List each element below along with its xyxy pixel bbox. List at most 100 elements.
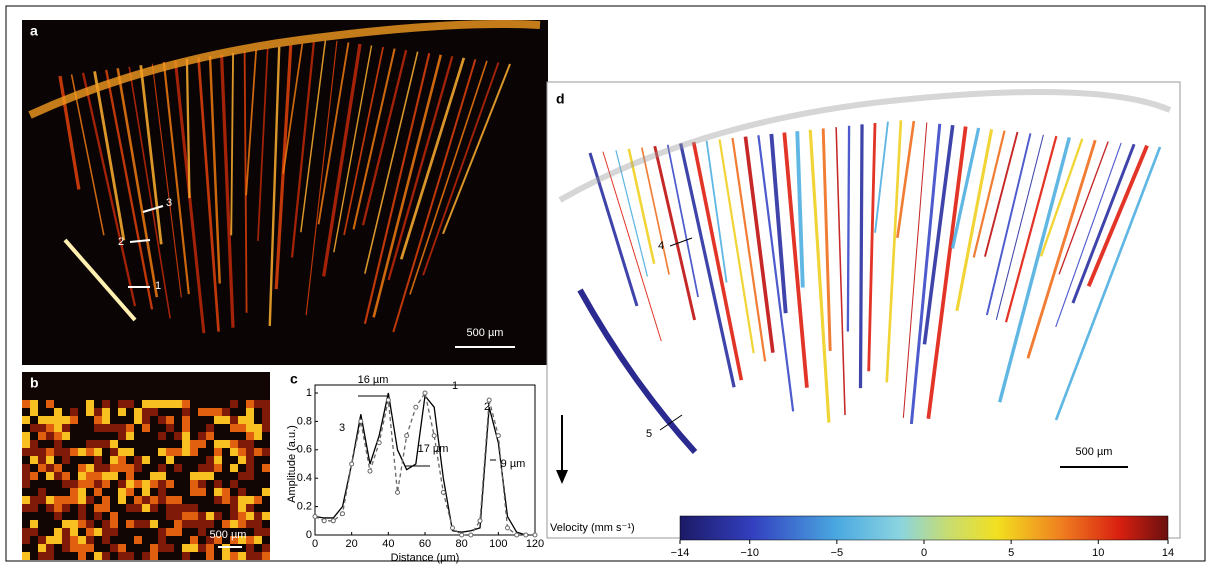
pixel <box>238 536 246 544</box>
scale-bar-label: 500 µm <box>467 327 504 339</box>
pixel <box>118 464 126 472</box>
point <box>321 518 327 524</box>
pixel <box>78 480 86 488</box>
pixel <box>94 440 102 448</box>
vessel <box>666 144 699 298</box>
pixel <box>254 512 262 520</box>
point <box>505 525 510 531</box>
pixel <box>230 440 238 448</box>
pixel <box>166 528 174 536</box>
pixel <box>126 480 134 488</box>
pixel <box>222 496 230 504</box>
pixel <box>110 440 118 448</box>
pixel <box>118 456 126 464</box>
vessel <box>602 151 662 342</box>
pixel <box>118 424 126 432</box>
pixel <box>190 536 198 544</box>
vessel <box>902 122 928 418</box>
pixel <box>158 472 166 480</box>
vessel <box>955 128 994 312</box>
vessel <box>392 59 477 333</box>
colorbar-tick-label: −5 <box>831 547 844 559</box>
pixel <box>94 408 102 416</box>
pixel <box>62 424 70 432</box>
pixel <box>38 456 46 464</box>
vessel <box>795 131 805 288</box>
vessel <box>1055 142 1122 328</box>
vessel <box>361 49 408 226</box>
pixel <box>70 408 78 416</box>
pixel <box>54 432 62 440</box>
image-b <box>22 372 270 560</box>
pixel <box>78 504 86 512</box>
pixel <box>94 424 102 432</box>
pixel <box>214 496 222 504</box>
pixel <box>166 512 174 520</box>
pixel <box>118 400 126 408</box>
pixel <box>110 456 118 464</box>
pixel <box>206 424 214 432</box>
vessel <box>782 132 809 388</box>
pixel <box>246 448 254 456</box>
pixel <box>150 520 158 528</box>
pixel <box>38 552 46 560</box>
pixel <box>206 464 214 472</box>
frame <box>5 5 1206 562</box>
pixel <box>158 432 166 440</box>
pixel <box>158 496 166 504</box>
pixel <box>246 440 254 448</box>
vessel <box>984 131 1019 257</box>
pixel <box>54 504 62 512</box>
pixel <box>86 480 94 488</box>
pixel <box>166 416 174 424</box>
vessel <box>230 52 234 236</box>
panel-label: a <box>30 23 38 39</box>
point <box>413 404 419 410</box>
pixel <box>238 456 246 464</box>
point <box>459 532 465 538</box>
pixel <box>262 400 270 408</box>
pixel <box>118 432 126 440</box>
pixel <box>198 488 206 496</box>
pixel <box>150 400 158 408</box>
pixel <box>46 552 54 560</box>
pixel <box>246 512 254 520</box>
arrow-head <box>556 470 568 484</box>
marker-line <box>669 237 693 247</box>
pixel <box>126 472 134 480</box>
pixel <box>182 408 190 416</box>
pixel <box>62 496 70 504</box>
pixel <box>46 536 54 544</box>
pixel <box>126 448 134 456</box>
vessel <box>867 122 877 372</box>
pixel <box>262 424 270 432</box>
y-axis-label: Amplitude (a.u.) <box>286 425 298 503</box>
vessel <box>116 68 159 298</box>
pixel <box>254 400 262 408</box>
vessel <box>653 145 697 321</box>
pixel <box>214 512 222 520</box>
vessel <box>409 60 488 295</box>
pixel <box>102 520 110 528</box>
pixel <box>182 432 190 440</box>
pixel <box>134 480 142 488</box>
pixel <box>158 448 166 456</box>
pixel <box>246 464 254 472</box>
pixel <box>54 424 62 432</box>
vessel <box>139 65 163 245</box>
vessel <box>705 140 728 283</box>
pixel <box>182 520 190 528</box>
pixel <box>94 416 102 424</box>
pixel <box>238 504 246 512</box>
pixel <box>78 544 86 552</box>
pixel <box>206 552 214 560</box>
pixel <box>214 448 222 456</box>
pixel <box>182 552 190 560</box>
vessel <box>128 66 171 319</box>
pixel <box>86 464 94 472</box>
pixel <box>222 488 230 496</box>
pixel <box>182 512 190 520</box>
pixel <box>126 520 134 528</box>
pixel <box>254 536 262 544</box>
pixel <box>102 528 110 536</box>
